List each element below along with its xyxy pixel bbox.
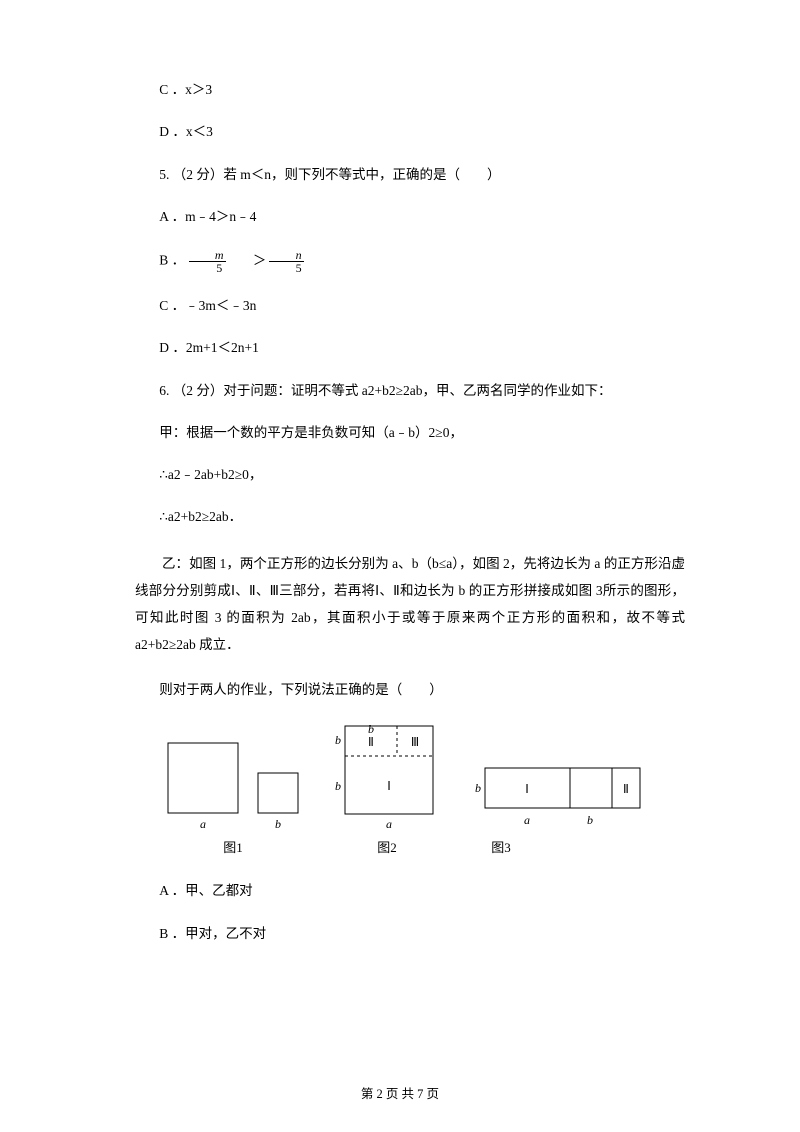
q5-option-b: B ． m 5 ＞ n 5 <box>135 249 685 274</box>
figure-2-svg: b b b Ⅱ Ⅲ Ⅰ a <box>331 722 443 830</box>
region-3: Ⅲ <box>411 735 419 749</box>
figure-1-svg: a b <box>163 738 303 830</box>
label-b: b <box>275 817 281 830</box>
q6-options-prompt: 则对于两人的作业，下列说法正确的是（ ） <box>135 680 685 700</box>
label-b-top: b <box>368 722 374 736</box>
q5-b-expression: m 5 ＞ n 5 <box>189 249 304 274</box>
q6-stem: 6. （2 分）对于问题：证明不等式 a2+b2≥2ab，甲、乙两名同学的作业如… <box>135 381 685 401</box>
caption-fig2: 图2 <box>331 838 443 858</box>
figure-2: b b b Ⅱ Ⅲ Ⅰ a <box>331 722 443 830</box>
q5-stem: 5. （2 分）若 m＜n，则下列不等式中，正确的是（ ） <box>135 165 685 185</box>
q6-jia-line2: ∴a2﹣2ab+b2≥0， <box>135 465 685 485</box>
figure-3-svg: b Ⅰ Ⅱ a b <box>471 764 651 830</box>
page-footer: 第 2 页 共 7 页 <box>0 1083 800 1102</box>
caption-fig1: 图1 <box>163 838 303 858</box>
region-2: Ⅱ <box>368 735 374 749</box>
region-2: Ⅱ <box>623 782 629 796</box>
q5-option-a: A ．m﹣4＞n﹣4 <box>135 207 685 227</box>
q5-option-d: D ．2m+1＜2n+1 <box>135 338 685 358</box>
label-b: b <box>587 813 593 827</box>
figure-captions: 图1 图2 图3 <box>163 838 685 858</box>
figure-3: b Ⅰ Ⅱ a b <box>471 764 651 830</box>
caption-fig3: 图3 <box>471 838 531 858</box>
fraction-n-over-5: n 5 <box>269 249 303 274</box>
q6-option-a: A ．甲、乙都对 <box>135 881 685 901</box>
label-a: a <box>524 813 530 827</box>
prev-option-d: D ．x＜3 <box>135 122 685 142</box>
region-1: Ⅰ <box>525 782 529 796</box>
q6-option-b: B ．甲对，乙不对 <box>135 924 685 944</box>
fraction-m-over-5: m 5 <box>189 249 226 274</box>
region-1: Ⅰ <box>387 779 391 793</box>
q6-jia-line1: 甲：根据一个数的平方是非负数可知（a﹣b）2≥0， <box>135 423 685 443</box>
greater-than-symbol: ＞ <box>229 251 267 271</box>
label-b-left: b <box>475 781 481 795</box>
q6-yi-paragraph: 乙：如图 1，两个正方形的边长分别为 a、b（b≤a），如图 2，先将边长为 a… <box>135 550 685 658</box>
q5-option-c: C ．﹣3m＜﹣3n <box>135 296 685 316</box>
label-a: a <box>200 817 206 830</box>
label-a-bottom: a <box>386 817 392 830</box>
fraction-denominator: 5 <box>190 262 224 274</box>
figure-1: a b <box>163 738 303 830</box>
fraction-denominator: 5 <box>269 262 303 274</box>
page-content: C ．x＞3 D ．x＜3 5. （2 分）若 m＜n，则下列不等式中，正确的是… <box>0 0 800 1006</box>
label-b-left2: b <box>335 779 341 793</box>
label-b-left1: b <box>335 733 341 747</box>
figures-row: a b b b b Ⅱ Ⅲ Ⅰ <box>163 722 685 830</box>
q5-b-prefix: B ． <box>159 253 185 268</box>
q6-jia-line3: ∴a2+b2≥2ab． <box>135 507 685 527</box>
prev-option-c: C ．x＞3 <box>135 80 685 100</box>
